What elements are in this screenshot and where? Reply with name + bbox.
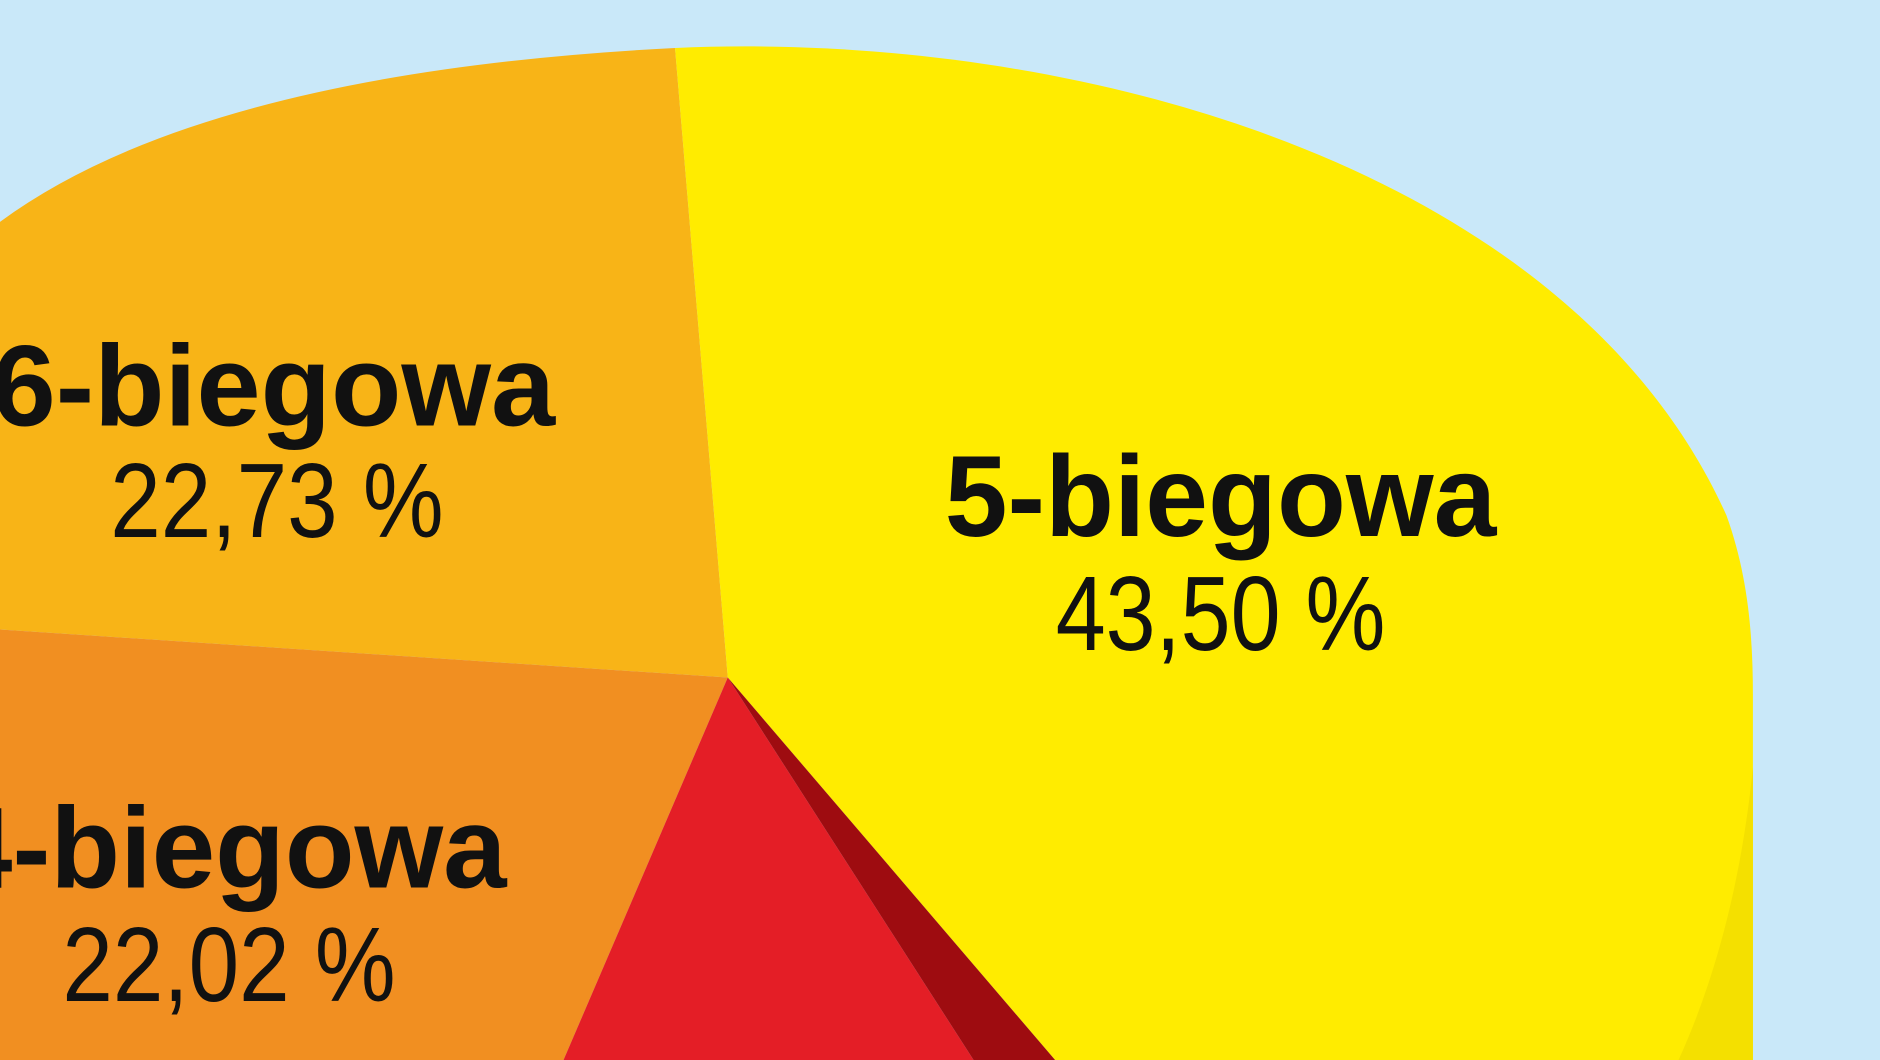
value-4-biegowa: 22,02 %: [62, 906, 395, 1024]
slice-5-biegowa-side: [1678, 767, 1753, 1060]
value-6-biegowa: 22,73 %: [110, 442, 443, 560]
label-5-biegowa: 5-biegowa: [945, 433, 1497, 561]
slice-6-biegowa: [0, 47, 728, 678]
slice-4-biegowa: [0, 629, 728, 1060]
value-5-biegowa: 43,50 %: [1056, 555, 1386, 673]
label-6-biegowa: 6-biegowa: [0, 323, 556, 451]
label-4-biegowa: 4-biegowa: [0, 784, 508, 912]
slice-red: [563, 677, 974, 1060]
slice-5-biegowa: [675, 46, 1753, 1060]
